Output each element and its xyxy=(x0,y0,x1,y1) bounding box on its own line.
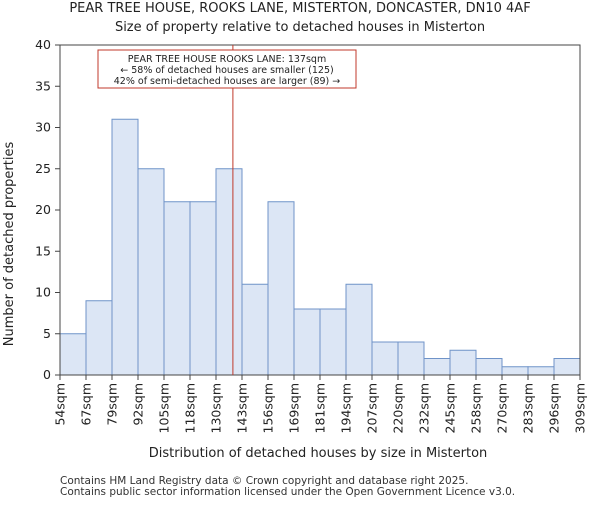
chart-title: PEAR TREE HOUSE, ROOKS LANE, MISTERTON, … xyxy=(69,1,530,16)
bar-79sqm xyxy=(111,118,139,376)
x-tick-label: 232sqm xyxy=(417,383,432,433)
x-tick-label: 207sqm xyxy=(365,383,380,433)
x-tick-label: 296sqm xyxy=(547,383,562,433)
x-tick-label: 105sqm xyxy=(157,383,172,433)
bar-156sqm xyxy=(267,201,295,376)
bar-258sqm xyxy=(475,358,503,376)
bar-194sqm xyxy=(345,283,373,376)
y-axis-label: Number of detached properties xyxy=(2,142,17,347)
bar-143sqm xyxy=(241,283,269,376)
annotation-line-2: ← 58% of detached houses are smaller (12… xyxy=(120,65,333,76)
x-tick-label: 270sqm xyxy=(495,383,510,433)
x-tick-label: 309sqm xyxy=(573,383,588,433)
bar-220sqm xyxy=(397,341,425,376)
x-tick-label: 283sqm xyxy=(521,383,536,433)
y-tick-label: 35 xyxy=(35,78,51,93)
y-tick-label: 0 xyxy=(43,367,51,382)
bar-105sqm xyxy=(163,201,191,376)
x-tick-label: 130sqm xyxy=(209,383,224,433)
y-tick-label: 15 xyxy=(35,243,51,258)
y-tick-label: 25 xyxy=(35,161,51,176)
x-tick-label: 169sqm xyxy=(287,383,302,433)
x-tick-label: 79sqm xyxy=(105,383,120,426)
bar-181sqm xyxy=(319,308,347,376)
x-tick-label: 156sqm xyxy=(261,383,276,433)
chart-subtitle: Size of property relative to detached ho… xyxy=(115,20,485,35)
annotation-box xyxy=(97,49,357,89)
bar-283sqm xyxy=(527,366,555,376)
bar-232sqm xyxy=(423,358,451,376)
bar-245sqm xyxy=(449,349,477,376)
bar-296sqm xyxy=(553,358,581,376)
footer-line-2: Contains public sector information licen… xyxy=(60,486,515,498)
x-tick-label: 194sqm xyxy=(339,383,354,433)
plot-frame xyxy=(59,44,581,376)
y-tick-label: 5 xyxy=(43,326,51,341)
footer-line-1: Contains HM Land Registry data © Crown c… xyxy=(60,475,468,487)
bar-270sqm xyxy=(501,366,529,376)
x-tick-label: 245sqm xyxy=(443,383,458,433)
x-tick-label: 258sqm xyxy=(469,383,484,433)
bar-118sqm xyxy=(189,201,217,376)
bar-130sqm xyxy=(215,168,243,376)
bar-67sqm xyxy=(85,300,113,376)
x-tick-label: 92sqm xyxy=(131,383,146,426)
y-tick-label: 30 xyxy=(35,120,51,135)
x-axis-label: Distribution of detached houses by size … xyxy=(149,446,488,461)
y-axis-ticks: 0 5 10 15 20 25 30 35 40 xyxy=(35,37,60,382)
x-axis-ticks: 54sqm 67sqm 79sqm 92sqm 105sqm 118sqm 130sqm 14… xyxy=(53,375,588,433)
annotation-line-1: PEAR TREE HOUSE ROOKS LANE: 137sqm xyxy=(128,54,326,65)
x-tick-label: 220sqm xyxy=(391,383,406,433)
y-tick-label: 10 xyxy=(35,285,51,300)
annotation-line-3: 42% of semi-detached houses are larger (… xyxy=(114,76,341,87)
bar-92sqm xyxy=(137,168,165,376)
bar-207sqm xyxy=(371,341,399,376)
x-tick-label: 181sqm xyxy=(313,383,328,433)
x-tick-label: 67sqm xyxy=(79,383,94,426)
bar-54sqm xyxy=(59,333,87,376)
x-tick-label: 143sqm xyxy=(235,383,250,433)
bar-169sqm xyxy=(293,308,321,376)
x-tick-label: 54sqm xyxy=(53,383,68,426)
y-tick-label: 40 xyxy=(35,37,51,52)
bars-group xyxy=(59,118,581,376)
y-tick-label: 20 xyxy=(35,202,51,217)
x-tick-label: 118sqm xyxy=(183,383,198,433)
